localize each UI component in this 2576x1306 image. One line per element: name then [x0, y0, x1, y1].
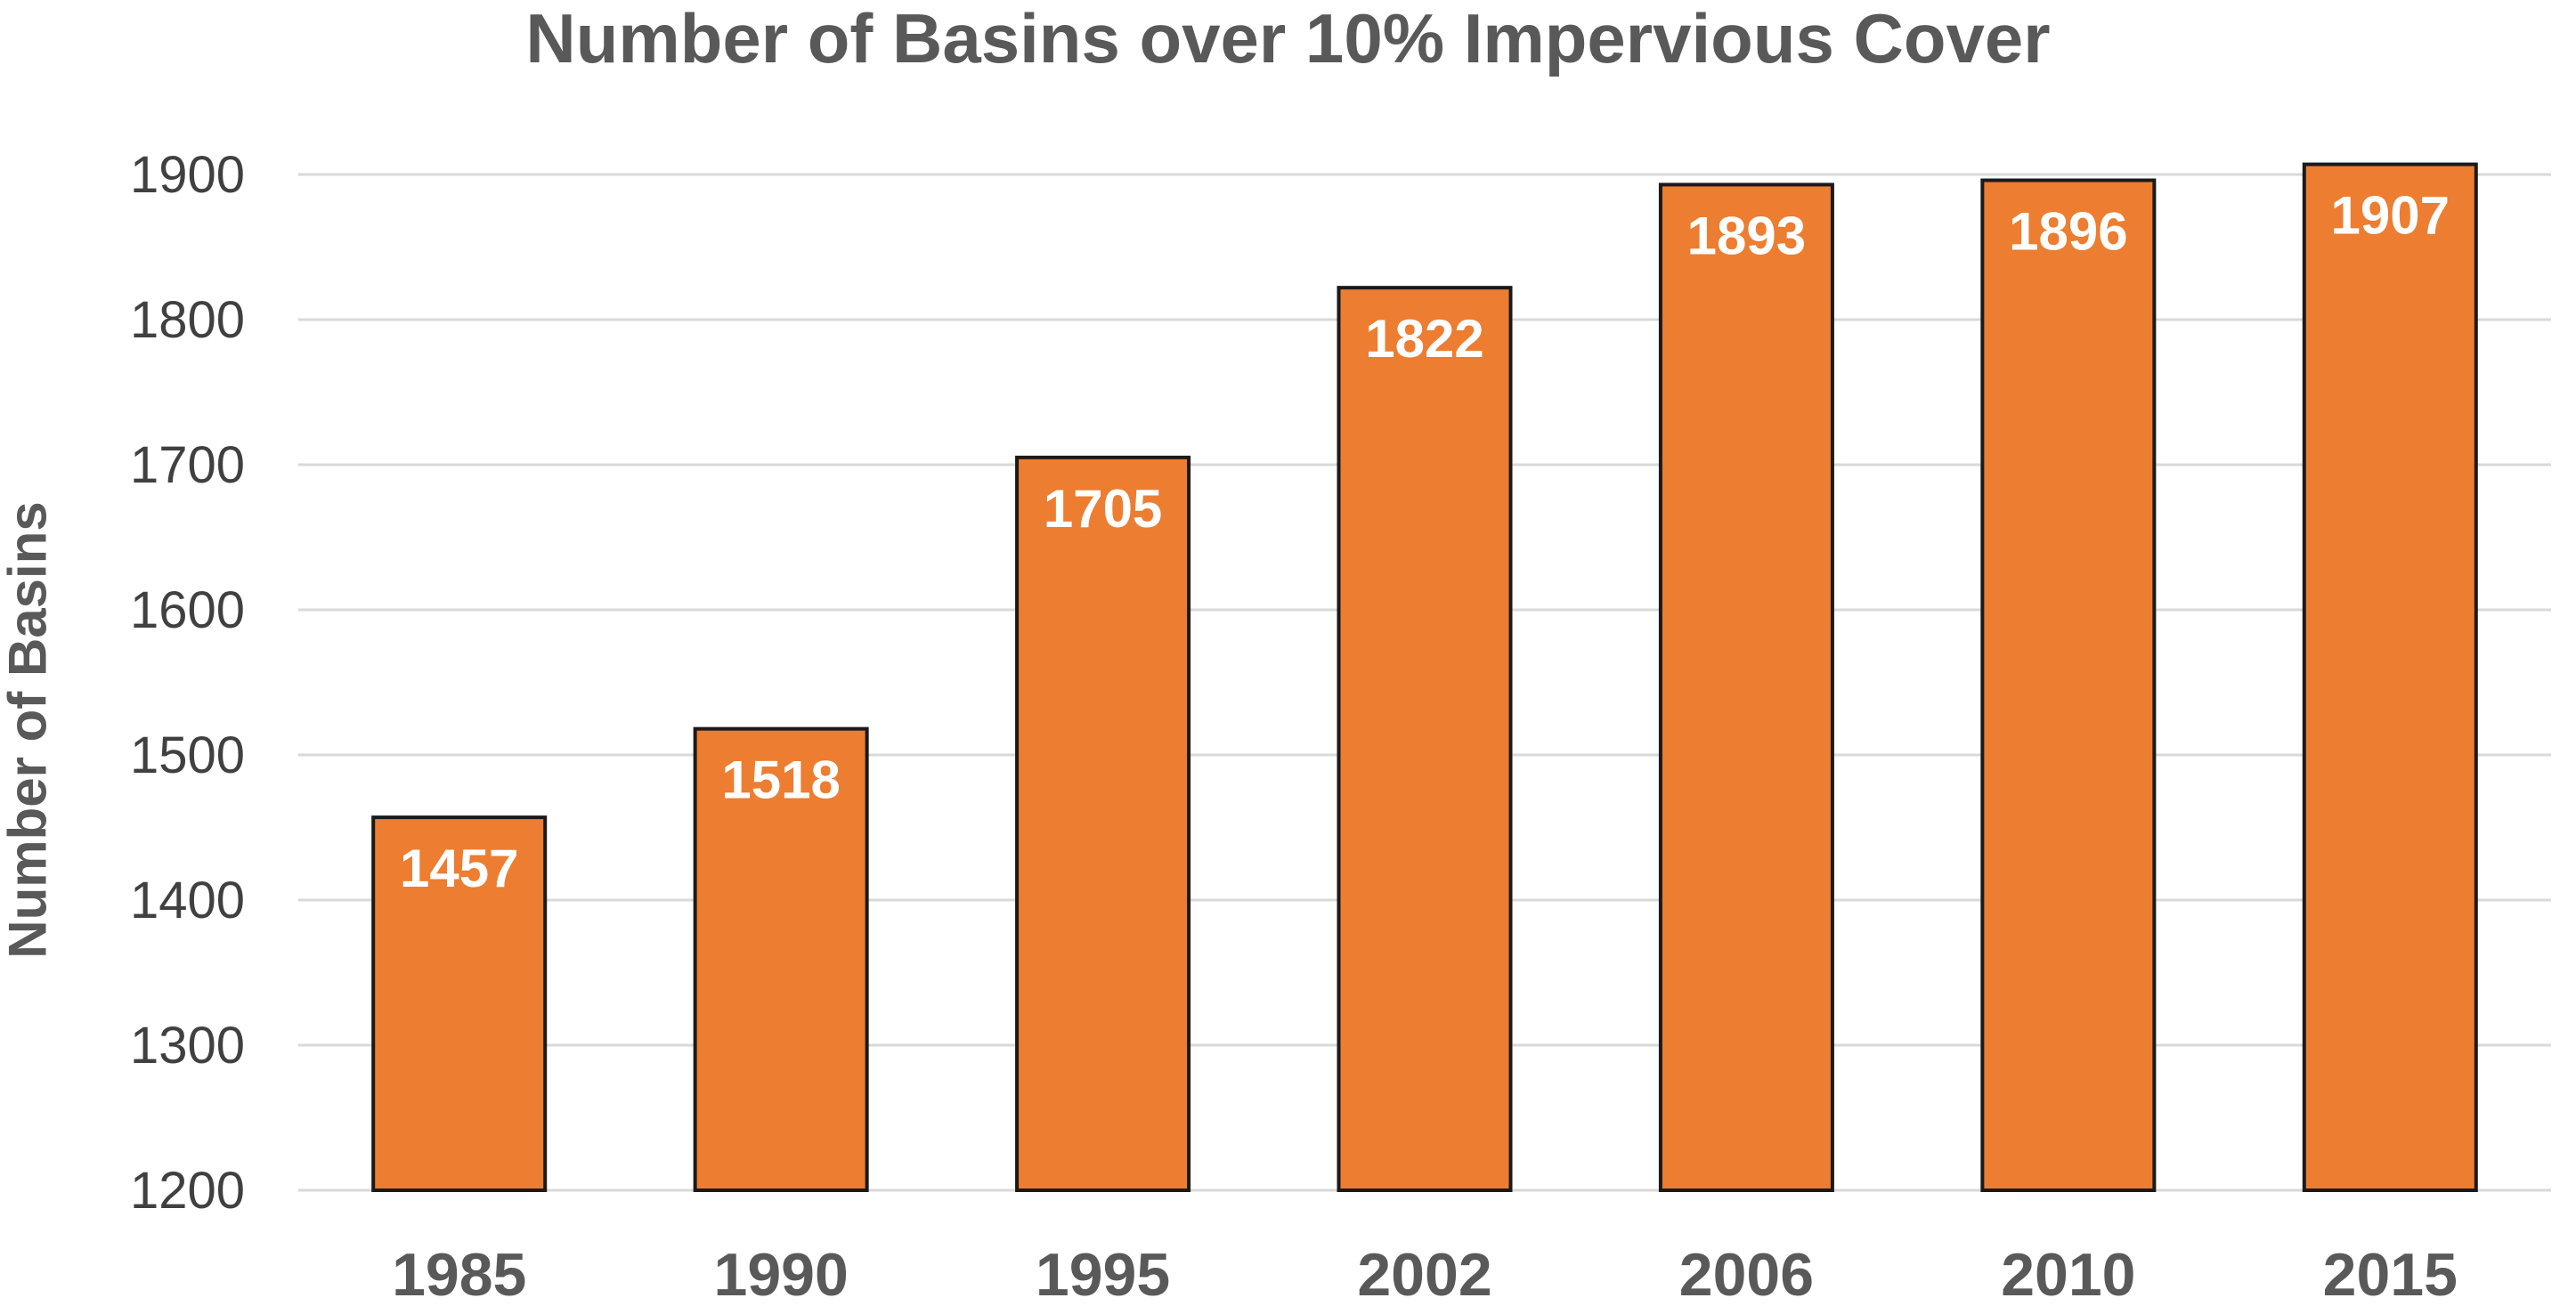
bar-2015: [2302, 162, 2478, 1193]
bar-1985: [371, 815, 548, 1193]
y-tick-label: 1700: [130, 436, 245, 494]
y-tick-label: 1400: [130, 872, 245, 929]
y-tick-label: 1900: [130, 146, 245, 204]
x-tick-label-2010: 2010: [2001, 1241, 2135, 1306]
bar-1990: [693, 726, 869, 1192]
y-tick-label: 1200: [130, 1162, 245, 1220]
x-tick-label-2015: 2015: [2323, 1241, 2458, 1306]
bars: [371, 162, 2478, 1193]
data-labels: 1457 1518 1705 1822 1893 1896 1907: [400, 186, 2450, 899]
data-label-2006: 1893: [1687, 206, 1806, 265]
x-tick-label-1990: 1990: [714, 1241, 849, 1306]
y-tick-label: 1600: [130, 581, 245, 639]
bar-2006: [1658, 183, 1834, 1192]
data-label-2002: 1822: [1365, 309, 1483, 369]
x-tick-label-2002: 2002: [1357, 1241, 1491, 1306]
data-label-1985: 1457: [400, 839, 518, 898]
bar-2010: [1980, 178, 2157, 1192]
x-tick-label-1995: 1995: [1036, 1241, 1170, 1306]
y-tick-label: 1500: [130, 726, 245, 784]
x-tick-label-2006: 2006: [1679, 1241, 1814, 1306]
x-axis-ticks: 1985 1990 1995 2002 2006 2010 2015: [392, 1241, 2458, 1306]
data-label-2010: 1896: [2009, 202, 2127, 262]
data-label-1990: 1518: [721, 750, 840, 810]
bar-2002: [1337, 286, 1513, 1192]
y-tick-label: 1800: [130, 291, 245, 349]
data-label-1995: 1705: [1044, 479, 1162, 539]
y-tick-label: 1300: [130, 1017, 245, 1075]
bar-1995: [1015, 455, 1191, 1192]
x-tick-label-1985: 1985: [392, 1241, 526, 1306]
chart-title: Number of Basins over 10% Impervious Cov…: [525, 0, 2051, 77]
y-axis-ticks: 1200 1300 1400 1500 1600 1700 1800 1900: [130, 146, 245, 1220]
data-label-2015: 1907: [2331, 186, 2450, 246]
